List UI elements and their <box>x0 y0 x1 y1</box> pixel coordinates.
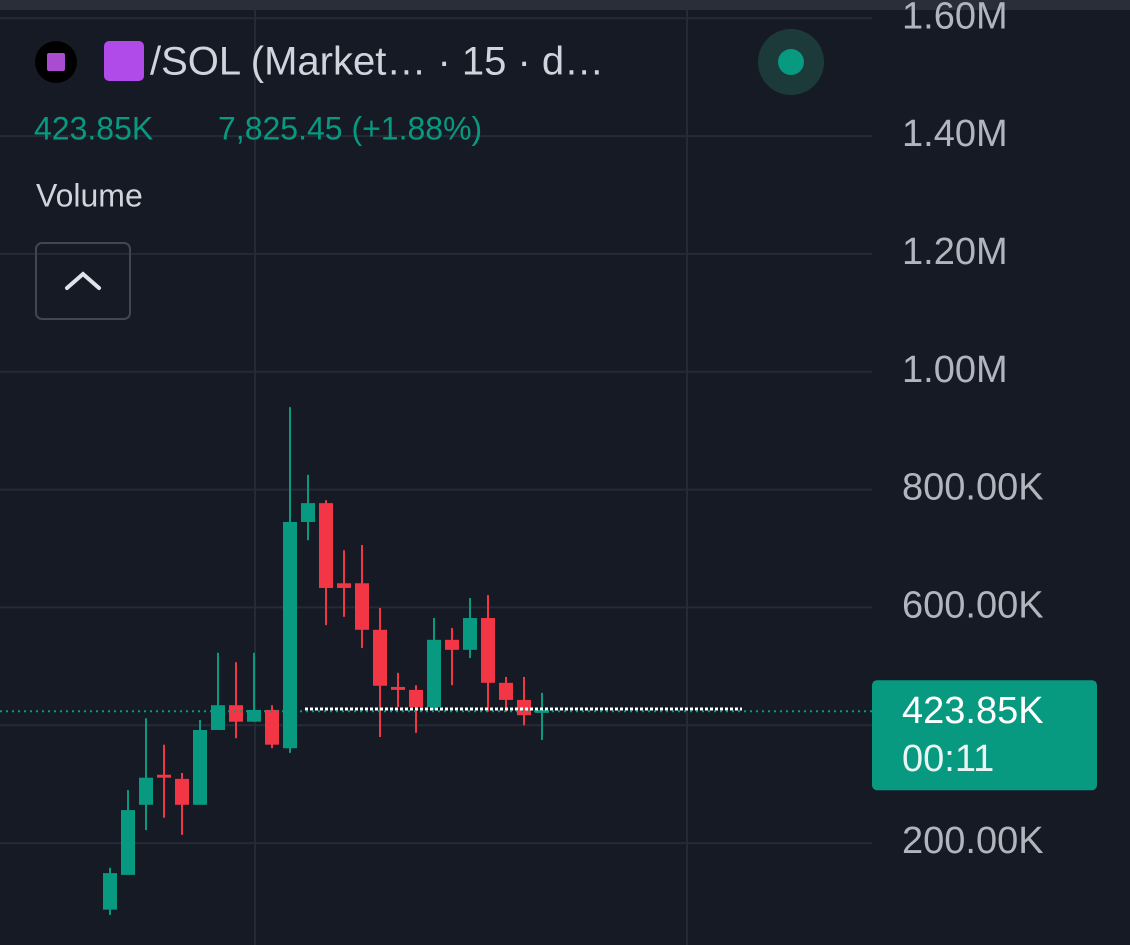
y-tick-label: 1.40M <box>902 113 1008 155</box>
price-value: 423.85K <box>34 110 153 146</box>
candle-body <box>409 689 423 707</box>
price-label: 423.85K <box>902 690 1044 732</box>
symbol-title: /SOL (Market… · 15 · d… <box>150 40 604 84</box>
candles <box>103 407 549 915</box>
y-tick-label: 1.60M <box>902 0 1008 37</box>
countdown-label: 00:11 <box>902 738 994 780</box>
candle-body <box>139 777 153 805</box>
price-label-box <box>872 680 1097 791</box>
candle-body <box>211 705 225 730</box>
chevron-up <box>65 271 101 290</box>
candle-body <box>445 639 459 650</box>
candle-body <box>373 629 387 686</box>
candle-body <box>481 618 495 683</box>
y-tick-label: 600.00K <box>902 584 1044 626</box>
candle-body <box>103 873 117 910</box>
candle-body <box>121 810 135 875</box>
candle-body <box>517 699 531 716</box>
status-dot <box>778 49 804 75</box>
candle-body <box>193 729 207 805</box>
candle-body <box>463 618 477 650</box>
collapse-button[interactable] <box>35 242 131 320</box>
grid <box>0 17 872 845</box>
y-tick-label: 1.00M <box>902 349 1008 391</box>
candle-body <box>265 709 279 745</box>
y-tick-label: 200.00K <box>902 820 1044 862</box>
emoji-square <box>104 41 144 81</box>
candle-body <box>283 521 297 749</box>
candle-body <box>499 682 513 700</box>
y-tick-label: 1.20M <box>902 231 1008 273</box>
candle-body <box>355 583 369 630</box>
indicator-name: Volume <box>36 177 143 213</box>
y-axis: 200.00K400.00K600.00K800.00K1.00M1.20M1.… <box>872 0 1097 862</box>
candle-body <box>301 503 315 522</box>
top-strip <box>0 0 1130 10</box>
candle-body <box>175 778 189 805</box>
token-icon-square <box>47 53 65 71</box>
candle-body <box>427 639 441 707</box>
candle-body <box>391 686 405 690</box>
candle-body <box>157 774 171 778</box>
candle-body <box>247 709 261 722</box>
candle-body <box>319 503 333 588</box>
y-tick-label: 800.00K <box>902 467 1044 509</box>
candle-body <box>229 705 243 722</box>
candle-body <box>535 709 549 713</box>
candle-body <box>337 583 351 588</box>
price-change: 7,825.45 (+1.88%) <box>218 110 482 146</box>
